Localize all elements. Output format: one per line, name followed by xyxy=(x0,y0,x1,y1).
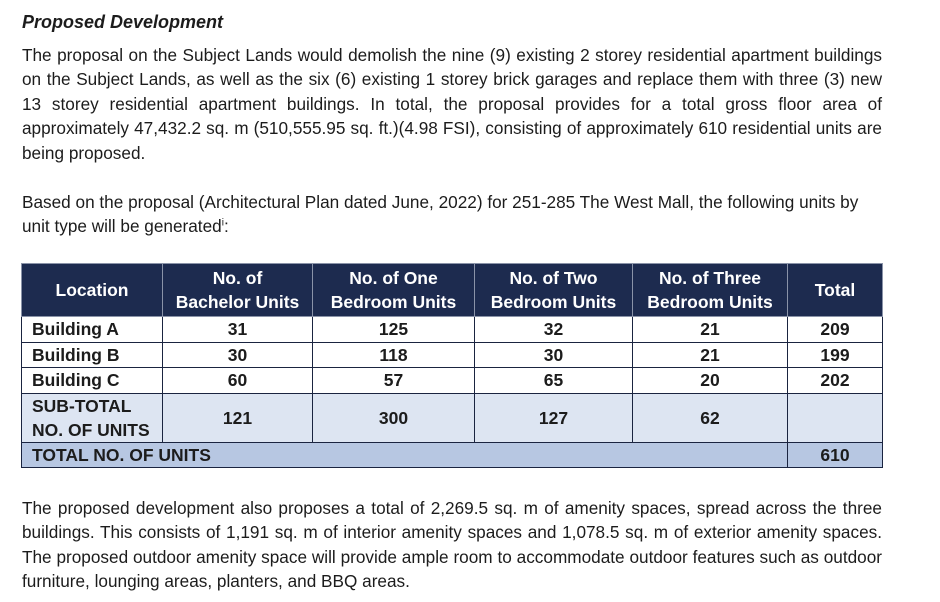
units-intro-text: Based on the proposal (Architectural Pla… xyxy=(22,192,859,237)
subtotal-bachelor: 121 xyxy=(162,392,313,443)
cell-total: 199 xyxy=(787,341,883,368)
header-one-bedroom: No. of One Bedroom Units xyxy=(312,263,475,317)
row-location: Building B xyxy=(21,341,163,368)
unit-type-table: Location No. of Bachelor Units No. of One… xyxy=(21,263,883,468)
subtotal-three-bedroom: 62 xyxy=(632,392,788,443)
cell-three-bedroom: 20 xyxy=(632,367,788,394)
cell-bachelor: 30 xyxy=(162,341,313,368)
cell-one-bedroom: 118 xyxy=(312,341,475,368)
cell-bachelor: 60 xyxy=(162,367,313,394)
grand-total-label: TOTAL NO. OF UNITS xyxy=(21,441,788,468)
row-location: Building C xyxy=(21,367,163,394)
subtotal-label: SUB-TOTAL NO. OF UNITS xyxy=(21,392,163,443)
cell-one-bedroom: 57 xyxy=(312,367,475,394)
subtotal-two-bedroom: 127 xyxy=(474,392,633,443)
units-intro-paragraph: Based on the proposal (Architectural Pla… xyxy=(22,190,882,239)
cell-bachelor: 31 xyxy=(162,316,313,343)
amenity-paragraph: The proposed development also proposes a… xyxy=(22,498,882,592)
table-row: Building A 31 125 32 21 209 xyxy=(21,316,883,343)
table-row: Building C 60 57 65 20 202 xyxy=(21,367,883,394)
cell-one-bedroom: 125 xyxy=(312,316,475,343)
cell-two-bedroom: 65 xyxy=(474,367,633,394)
row-location: Building A xyxy=(21,316,163,343)
grand-total-value: 610 xyxy=(787,441,883,468)
cell-three-bedroom: 21 xyxy=(632,316,788,343)
cell-two-bedroom: 30 xyxy=(474,341,633,368)
cell-total: 209 xyxy=(787,316,883,343)
header-location: Location xyxy=(21,263,163,317)
header-total: Total xyxy=(787,263,883,317)
table-header-row: Location No. of Bachelor Units No. of One… xyxy=(21,263,883,317)
subtotal-total xyxy=(787,392,883,443)
units-intro-suffix: : xyxy=(223,216,229,237)
header-three-bedroom: No. of Three Bedroom Units xyxy=(632,263,788,317)
subtotal-row: SUB-TOTAL NO. OF UNITS 121 300 127 62 xyxy=(21,392,883,443)
footnote-marker[interactable]: i xyxy=(221,217,224,229)
cell-total: 202 xyxy=(787,367,883,394)
cell-three-bedroom: 21 xyxy=(632,341,788,368)
grand-total-row: TOTAL NO. OF UNITS 610 xyxy=(21,441,883,468)
proposal-paragraph: The proposal on the Subject Lands would … xyxy=(22,45,882,163)
section-heading: Proposed Development xyxy=(22,12,224,32)
table-row: Building B 30 118 30 21 199 xyxy=(21,341,883,368)
subtotal-one-bedroom: 300 xyxy=(312,392,475,443)
header-bachelor: No. of Bachelor Units xyxy=(162,263,313,317)
cell-two-bedroom: 32 xyxy=(474,316,633,343)
header-two-bedroom: No. of Two Bedroom Units xyxy=(474,263,633,317)
